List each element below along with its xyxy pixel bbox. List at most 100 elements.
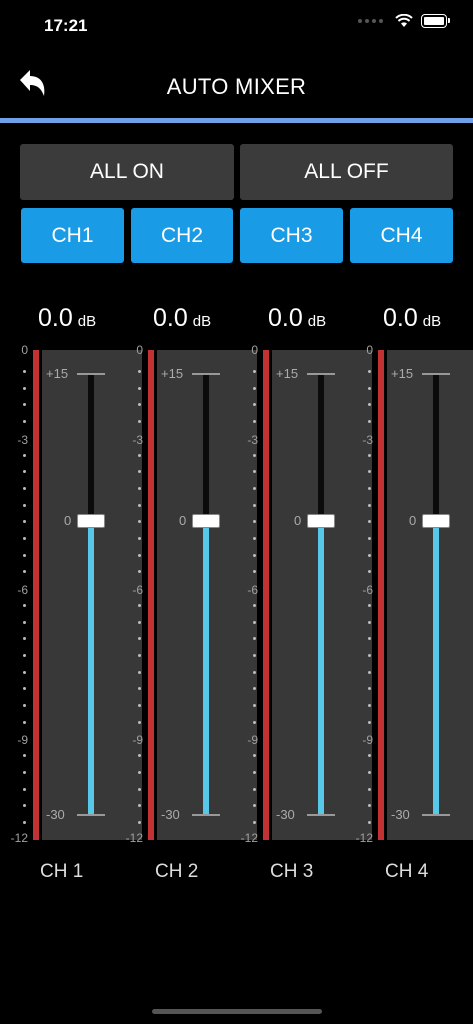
meter-scale-tick [138,687,141,691]
level-value: 0.0 [383,304,418,332]
meter-scale-tick [253,704,256,707]
fader-mark-label: 0 [179,513,187,528]
meter-scale-tick [138,754,141,758]
meter-scale-tick [253,553,256,557]
meter-scale-tick [253,537,256,540]
meter-scale-tick [253,637,256,641]
meter-scale-tick [138,520,141,524]
fader-mark-label: -30 [276,807,295,822]
wifi-icon [395,14,413,27]
meter-scale-tick [368,553,371,557]
meter-scale-label: -3 [362,433,373,447]
fader-knob[interactable] [422,514,450,528]
fader-mark-label: -30 [391,807,410,822]
home-indicator [152,1009,322,1014]
meter-scale-tick [253,603,256,607]
fader-track[interactable] [387,350,473,840]
meter-scale-tick [368,687,371,691]
meter-scale-tick [253,403,256,407]
ch4-toggle-button[interactable]: CH4 [350,208,453,263]
meter-scale-tick [23,653,26,657]
meter-scale-tick [368,720,371,724]
meter-scale-tick [23,370,26,373]
meter-scale-tick [368,754,371,758]
meter-scale-tick [368,453,371,457]
meter-scale-tick [23,403,26,407]
fader-mark-label: 0 [294,513,302,528]
fader-knob[interactable] [192,514,220,528]
fader-mark-line [192,373,220,375]
fader-rail-upper [433,374,439,521]
meter-scale-tick [23,820,26,824]
meter-scale-tick [23,470,26,474]
meter-scale-tick [253,370,256,373]
meter-scale-tick [368,386,371,390]
header-divider [0,118,473,123]
fader-rail-upper [203,374,209,521]
status-time: 17:21 [44,16,88,35]
ch1-toggle-button[interactable]: CH1 [21,208,124,263]
level-meter [148,350,154,840]
meter-scale-label: 0 [21,343,28,357]
meter-scale-tick [23,553,26,557]
back-button[interactable] [14,66,54,110]
fader-mark-label: 0 [64,513,72,528]
meter-scale-label: -3 [17,433,28,447]
fader-knob[interactable] [77,514,105,528]
meter-scale-tick [253,720,256,724]
level-unit: dB [307,313,327,330]
meter-scale-tick [23,503,26,507]
meter-scale-label: 0 [366,343,373,357]
level-readout: 0.0 dB [153,304,211,333]
meter-scale-tick [138,453,141,457]
level-value: 0.0 [153,304,188,332]
meter-scale-tick [138,637,141,641]
meter-scale-tick [253,386,256,390]
back-arrow-icon [20,70,45,96]
meter-scale-tick [368,470,371,474]
level-meter [378,350,384,840]
meter-scale-tick [138,370,141,373]
meter-scale-tick [23,804,26,808]
meter-scale-tick [368,503,371,507]
ch2-toggle-button[interactable]: CH2 [131,208,233,263]
fader-rail-upper [318,374,324,521]
meter-scale-tick [138,820,141,824]
meter-scale-tick [23,453,26,457]
all-on-button[interactable]: ALL ON [20,144,234,200]
meter-scale-tick [23,704,26,707]
meter-scale-tick [253,670,256,674]
meter-scale-tick [23,720,26,724]
meter-scale-tick [23,486,26,490]
fader-knob[interactable] [307,514,335,528]
meter-scale-label: -6 [362,583,373,597]
meter-scale-tick [368,420,371,424]
all-off-button[interactable]: ALL OFF [240,144,453,200]
meter-scale-tick [138,787,141,791]
level-unit: dB [422,313,442,330]
level-readout: 0.0 dB [268,304,326,333]
meter-scale-label: -3 [247,433,258,447]
meter-scale-tick [368,770,371,774]
ch3-toggle-button[interactable]: CH3 [240,208,343,263]
meter-scale-tick [368,637,371,641]
meter-scale-label: -12 [240,831,258,845]
meter-scale-tick [138,386,141,390]
meter-scale-tick [23,537,26,540]
meter-scale-tick [253,687,256,691]
fader-mark-line [192,814,220,816]
fader-fill [88,521,94,816]
meter-scale-label: -6 [17,583,28,597]
meter-scale-tick [23,520,26,524]
meter-scale-tick [23,386,26,390]
fader-mark-line [422,814,450,816]
meter-scale-tick [368,820,371,824]
meter-scale-tick [138,653,141,657]
signal-icon [358,19,383,23]
meter-scale-tick [368,670,371,674]
fader-mark-label: +15 [276,366,299,381]
meter-scale-label: 0 [136,343,143,357]
level-unit: dB [77,313,97,330]
meter-scale-label: -12 [10,831,28,845]
meter-scale-tick [368,370,371,373]
